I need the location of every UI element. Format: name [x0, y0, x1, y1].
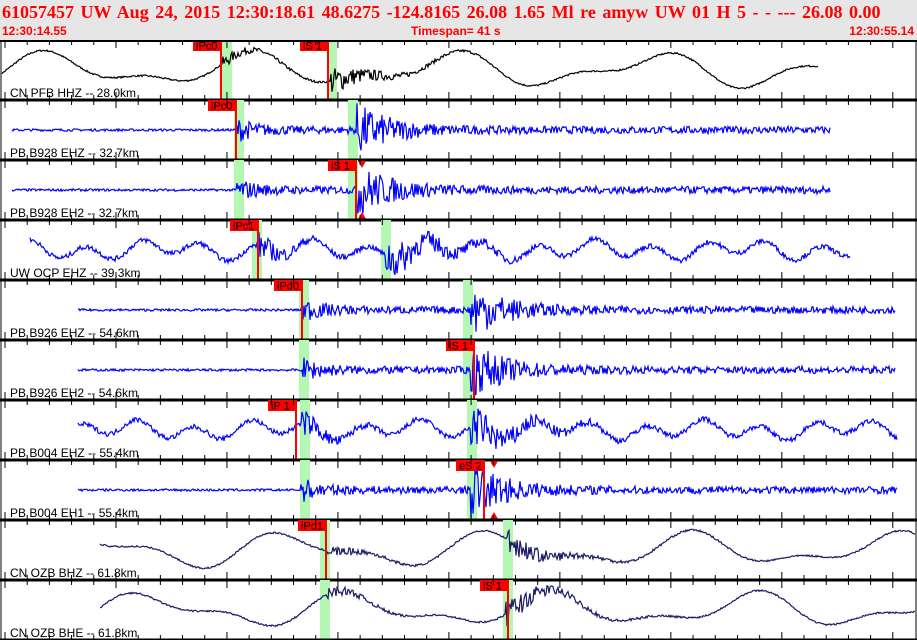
pick-window [503, 520, 513, 580]
channel-label: UW OCP EHZ -- 39.3km [10, 266, 140, 280]
pick-label: iS 1 [483, 581, 502, 593]
trace-row[interactable]: iPc1 UW OCP EHZ -- 39.3km [10, 220, 851, 280]
waveform [11, 171, 831, 214]
waveform [29, 230, 851, 276]
pick-window [234, 160, 244, 220]
timespan: Timespan= 41 s [411, 24, 501, 38]
trace-row[interactable]: iS 1 PB B928 EH2 -- 32.7km [10, 160, 831, 220]
pick-window [300, 460, 310, 520]
pick-window [222, 40, 232, 100]
channel-label: CN PFB HHZ -- 28.0km [10, 86, 136, 100]
waveform [77, 467, 898, 519]
waveform [11, 103, 831, 151]
pick-flag[interactable] [446, 340, 474, 351]
pick-label: iPd1 [301, 521, 323, 533]
channel-label: PB B004 EH1 -- 55.4km [10, 506, 138, 520]
end-time: 12:30:55.14 [849, 24, 914, 38]
channel-label: CN OZB BHE -- 61.8km [10, 626, 137, 640]
pick-flag[interactable] [328, 160, 356, 171]
pick-flag[interactable] [480, 580, 508, 591]
pick-window [320, 580, 330, 640]
pick-label: eS 2 [459, 461, 482, 473]
pick-window [467, 460, 477, 520]
trace-row[interactable]: iPd1 CN OZB BHZ -- 61.8km [10, 520, 916, 580]
channel-label: CN OZB BHZ -- 61.8km [10, 566, 137, 580]
trace-row[interactable]: iP 1 PB B004 EHZ -- 55.4km [10, 400, 898, 460]
trace-row[interactable]: iS 1 PB B926 EH2 -- 54.6km [10, 340, 896, 400]
pick-flag[interactable] [230, 220, 258, 231]
trace-row[interactable]: iPc0 PB B928 EHZ -- 32.7km [10, 100, 831, 160]
pick-label: iPc0 [211, 101, 232, 113]
event-header: 61057457 UW Aug 24, 2015 12:30:18.61 48.… [0, 0, 917, 40]
start-time: 12:30:14.55 [2, 24, 67, 38]
triangle-up-icon [358, 212, 366, 219]
pick-window [234, 100, 244, 160]
waveform [77, 294, 896, 332]
pick-flag[interactable] [300, 40, 328, 51]
event-title: 61057457 UW Aug 24, 2015 12:30:18.61 48.… [2, 2, 881, 22]
pick-flag[interactable] [456, 460, 484, 471]
pick-window [299, 340, 309, 400]
seismogram-panel[interactable]: iPc0 iS 1 CN PFB HHZ -- 28.0km iPc0 PB B928 … [0, 40, 917, 640]
trace-row[interactable]: iPc0 iS 1 CN PFB HHZ -- 28.0km [1, 40, 819, 100]
channel-label: PB B928 EH2 -- 32.7km [10, 206, 138, 220]
pick-window [327, 40, 337, 100]
channel-label: PB B926 EH2 -- 54.6km [10, 386, 138, 400]
channel-label: PB B004 EHZ -- 55.4km [10, 446, 139, 460]
pick-label: iS 1 [303, 41, 322, 53]
trace-row[interactable]: iS 1 CN OZB BHE -- 61.8km [10, 580, 916, 640]
pick-flag[interactable] [274, 280, 302, 291]
pick-flag[interactable] [298, 520, 326, 531]
pick-label: iS 1 [449, 341, 468, 353]
pick-flag[interactable] [193, 40, 221, 51]
pick-flag[interactable] [268, 400, 296, 411]
trace-row[interactable]: eS 2 PB B004 EH1 -- 55.4km [10, 460, 898, 520]
triangle-down-icon [358, 161, 366, 168]
pick-window [381, 220, 391, 280]
triangle-up-icon [490, 512, 498, 519]
pick-flag[interactable] [208, 100, 236, 111]
pick-label: iP 1 [271, 401, 290, 413]
waveform [1, 46, 819, 92]
channel-label: PB B926 EHZ -- 54.6km [10, 326, 139, 340]
pick-label: iPd0 [277, 281, 299, 293]
pick-label: iPc0 [196, 41, 217, 53]
waveform [99, 528, 916, 570]
waveform [77, 347, 896, 397]
pick-label: iPc1 [233, 221, 254, 233]
triangle-down-icon [490, 461, 498, 468]
pick-label: iS 1 [331, 161, 350, 173]
waveform [77, 408, 898, 449]
trace-row[interactable]: iPd0 PB B926 EHZ -- 54.6km [10, 280, 896, 340]
channel-label: PB B928 EHZ -- 32.7km [10, 146, 139, 160]
